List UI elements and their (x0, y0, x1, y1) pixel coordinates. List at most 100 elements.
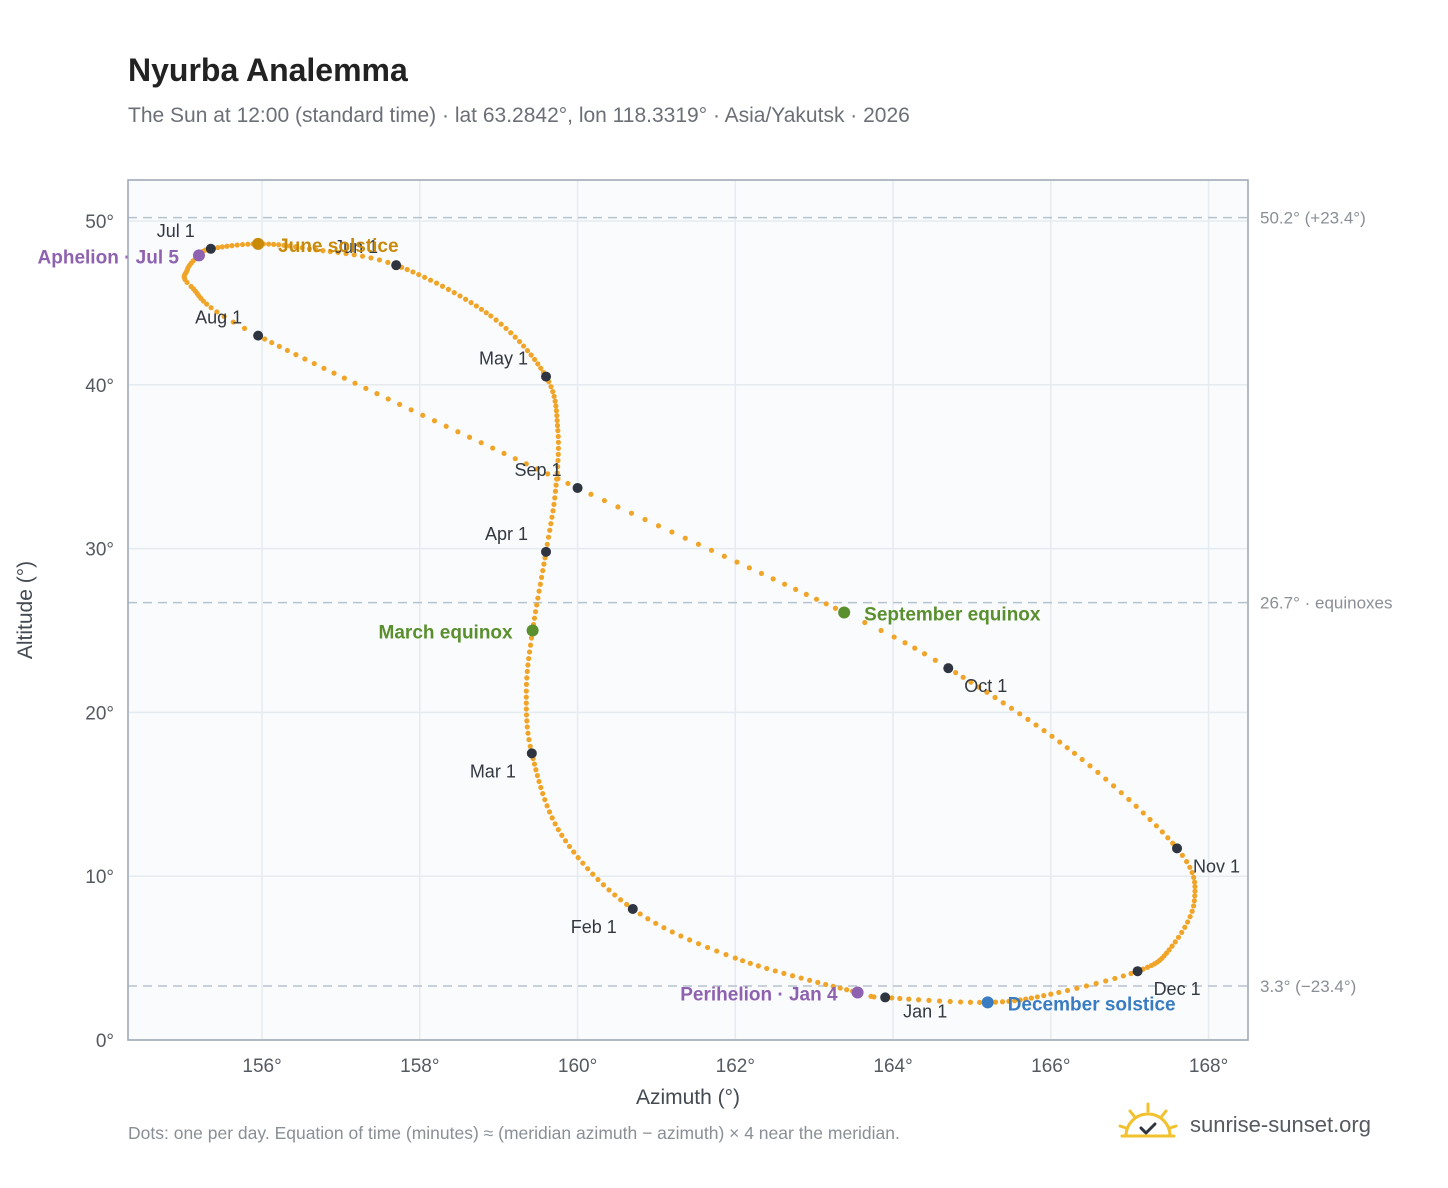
plot-frame (127, 179, 1249, 1041)
daily-sun-dot (535, 361, 541, 367)
reference-lines (128, 216, 1248, 987)
daily-sun-dot (669, 929, 675, 935)
daily-sun-dot (555, 445, 562, 451)
daily-sun-dot (566, 843, 573, 850)
daily-sun-dot (523, 700, 529, 706)
daily-sun-dot (1192, 893, 1198, 899)
daily-sun-dot (789, 973, 796, 979)
daily-sun-dot (947, 998, 953, 1005)
daily-sun-dot (276, 242, 282, 248)
month-label: Feb 1 (571, 917, 617, 937)
daily-sun-dot (1140, 810, 1146, 816)
event-marker (252, 237, 265, 250)
month-label: Jan 1 (903, 1001, 947, 1021)
daily-sun-dot (682, 535, 688, 541)
daily-sun-dot (555, 439, 562, 445)
daily-sun-dot (552, 495, 558, 501)
daily-sun-dot (585, 866, 591, 872)
x-tick-label: 166° (1031, 1056, 1070, 1077)
month-label: Sep 1 (515, 460, 562, 480)
daily-sun-dot (552, 488, 559, 494)
daily-sun-dot (1192, 888, 1198, 894)
daily-sun-dot (368, 255, 374, 261)
daily-sun-dot (224, 243, 230, 249)
daily-sun-dot (1120, 973, 1126, 979)
daily-sun-dot (1083, 983, 1090, 989)
month-label: Oct 1 (964, 676, 1007, 696)
month-marker (205, 243, 216, 254)
x-tick-label: 162° (716, 1056, 755, 1077)
daily-sun-dot (878, 627, 884, 634)
daily-sun-dot (221, 313, 227, 320)
daily-sun-dot (439, 283, 446, 289)
daily-sun-dot (234, 242, 240, 248)
month-label: Jun 1 (334, 237, 378, 257)
month-marker (627, 903, 638, 914)
daily-sun-dot (555, 826, 561, 833)
daily-sun-dot (1128, 970, 1134, 977)
daily-sun-dot (1017, 997, 1023, 1003)
brand-logo[interactable]: sunrise-sunset.org (1118, 1100, 1388, 1150)
daily-sun-dot (1169, 943, 1175, 949)
daily-sun-dot (554, 412, 560, 419)
daily-sun-dot (549, 815, 555, 821)
daily-sun-dot (455, 429, 461, 435)
daily-sun-dot (618, 897, 624, 903)
daily-sun-dot (781, 970, 787, 976)
month-marker (391, 260, 402, 271)
daily-sun-dot (912, 645, 918, 651)
daily-sun-dot (537, 581, 543, 587)
daily-sun-dot (527, 642, 534, 648)
daily-sun-dot (321, 365, 327, 371)
daily-sun-dot (1000, 700, 1006, 706)
daily-sun-dot (1175, 934, 1182, 940)
daily-sun-dot (1179, 852, 1185, 858)
daily-sun-dot (862, 619, 868, 626)
daily-sun-dot (976, 684, 982, 690)
daily-sun-dot (976, 999, 983, 1005)
daily-sun-dot (531, 761, 538, 767)
daily-sun-dot (553, 403, 559, 409)
daily-sun-dot (542, 797, 548, 803)
daily-sun-dot (926, 997, 932, 1003)
daily-sun-dot (999, 999, 1006, 1005)
daily-sun-dot (538, 365, 544, 371)
daily-sun-dot (1033, 722, 1039, 728)
month-markers: Jan 1 Feb 1 Mar 1 Apr 1 May 1 Jun 1 Jul 1 Aug 1… (157, 221, 1240, 1022)
daily-sun-dot (540, 568, 546, 574)
daily-sun-dot (208, 305, 214, 311)
daily-sun-dot (1048, 991, 1054, 997)
daily-sun-dot (1025, 716, 1031, 722)
daily-sun-dot (714, 948, 720, 954)
daily-sun-dot (968, 679, 974, 685)
daily-sun-dot (837, 985, 843, 991)
daily-sun-dot (555, 464, 561, 470)
daily-sun-dot (1006, 998, 1012, 1004)
analemma-track (181, 241, 1198, 1005)
daily-sun-dot (1165, 835, 1171, 841)
month-marker (1172, 843, 1183, 854)
daily-sun-dot (523, 688, 529, 694)
x-tick-label: 160° (558, 1056, 597, 1077)
daily-sun-dot (508, 330, 514, 336)
y-tick-label: 10° (85, 867, 114, 888)
daily-sun-dot (813, 596, 820, 602)
daily-sun-dot (549, 514, 555, 520)
daily-sun-dot (1103, 776, 1109, 782)
daily-sun-dot (528, 352, 534, 358)
daily-sun-dot (695, 941, 702, 947)
daily-sun-dot (281, 242, 287, 248)
daily-sun-dot (230, 319, 236, 325)
daily-sun-dot (1184, 859, 1190, 865)
daily-sun-dot (782, 581, 788, 587)
reference-line-label: 3.3° (−23.4°) (1260, 977, 1356, 996)
event-markers: June solstice December solstice March equi… (38, 236, 1176, 1015)
daily-sun-dot (1028, 995, 1034, 1001)
daily-sun-dot (544, 541, 550, 547)
daily-sun-dot (239, 241, 246, 248)
month-label: Dec 1 (1154, 979, 1201, 999)
daily-sun-dot (420, 412, 426, 418)
daily-sun-dot (385, 259, 391, 265)
daily-sun-dot (1192, 884, 1198, 890)
